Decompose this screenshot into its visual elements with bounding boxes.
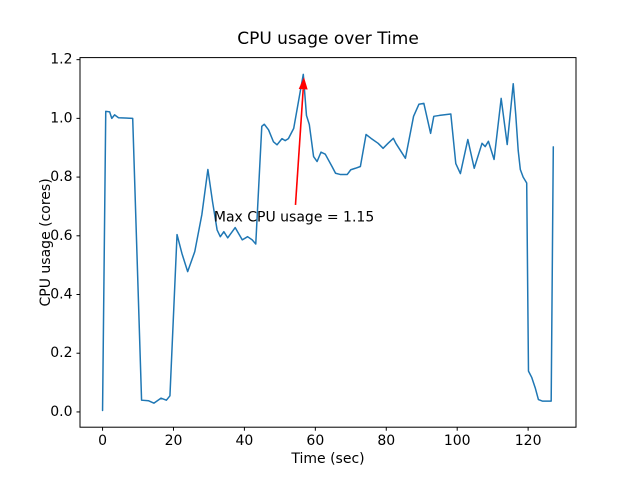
x-tick-label: 120 [515, 433, 542, 449]
y-tick-label: 1.2 [50, 52, 72, 68]
x-tick-label: 20 [165, 433, 183, 449]
x-tick-label: 60 [306, 433, 324, 449]
y-tick-label: 0.6 [50, 228, 72, 244]
y-axis-label: CPU usage (cores) [38, 178, 54, 306]
series-layer [101, 73, 555, 412]
annotation-arrow-line [294, 89, 304, 206]
y-tick-label: 0.0 [50, 404, 72, 420]
y-tick-label: 0.8 [50, 169, 72, 185]
annotation-layer [294, 77, 308, 206]
y-tick-label: 0.2 [50, 345, 72, 361]
cpu-usage-line [101, 73, 555, 412]
chart-title: CPU usage over Time [237, 29, 419, 49]
x-tick-label: 40 [235, 433, 253, 449]
annotation-arrow-head [298, 77, 308, 90]
x-tick-label: 100 [444, 433, 471, 449]
y-tick-label: 0.4 [50, 287, 72, 303]
x-tick-label: 0 [98, 433, 107, 449]
x-tick-label: 80 [377, 433, 395, 449]
x-axis-label: Time (sec) [290, 451, 364, 467]
plot-border [79, 57, 577, 428]
max-cpu-annotation-text: Max CPU usage = 1.15 [214, 210, 374, 226]
y-tick-label: 1.0 [50, 110, 72, 126]
axes-layer: 0 20 40 60 80 100 120 0.0 0.2 0.4 0.6 0.8 1.0 1.2 [50, 52, 577, 449]
